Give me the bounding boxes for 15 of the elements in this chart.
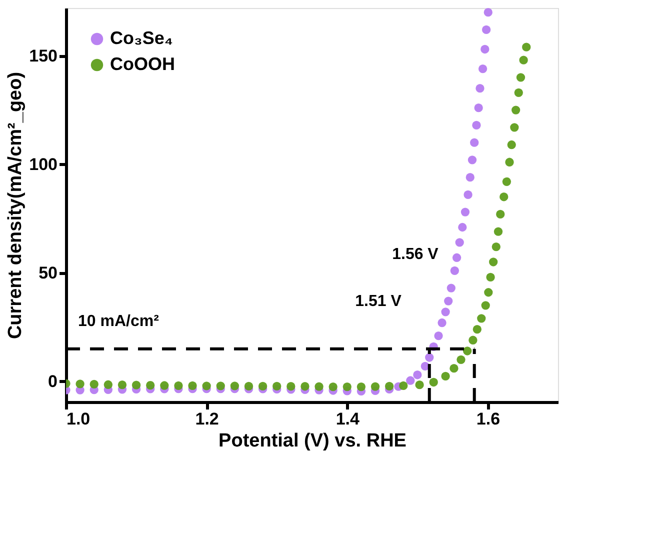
- annotation: 1.51 V: [355, 292, 402, 310]
- y-tick-label: 0: [48, 372, 58, 391]
- annotation: 1.56 V: [392, 246, 439, 263]
- legend-label: CoOOH: [110, 54, 175, 74]
- y-tick-label: 100: [29, 154, 58, 174]
- y-tick-label: 150: [29, 46, 58, 66]
- x-tick-label: 1.0: [66, 410, 90, 428]
- ref-line-label: 10 mA/cm²: [78, 312, 159, 330]
- x-tick-label: 1.6: [476, 410, 500, 428]
- legend-label: Co₃Se₄: [110, 28, 173, 48]
- x-tick-label: 1.2: [195, 410, 219, 428]
- y-tick-label: 50: [38, 263, 58, 282]
- x-axis-title: Potential (V) vs. RHE: [218, 430, 406, 452]
- y-axis-title: Current density(mA/cm²_geo): [5, 72, 26, 340]
- x-tick-label: 1.4: [336, 410, 360, 428]
